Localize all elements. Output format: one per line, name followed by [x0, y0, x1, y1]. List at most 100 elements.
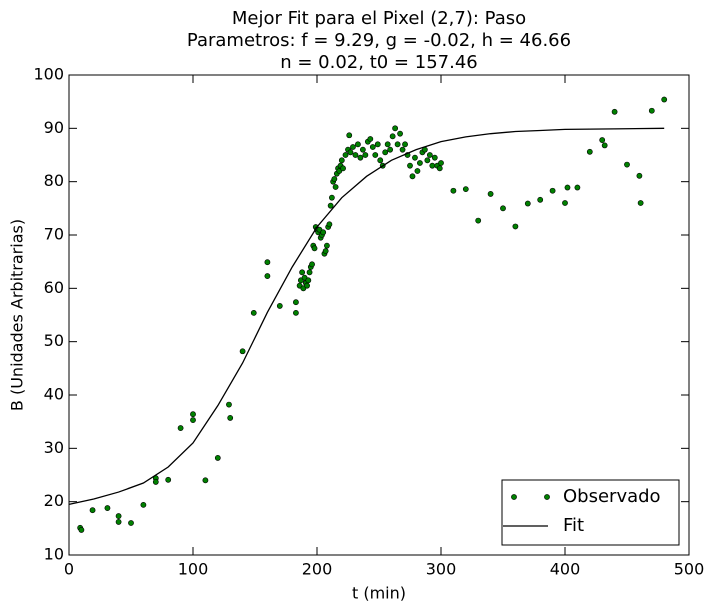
- data-point: [384, 141, 391, 148]
- fit-line: [68, 127, 665, 505]
- y-tick-label: 50: [44, 331, 64, 350]
- data-point: [89, 507, 96, 514]
- data-point: [327, 202, 334, 209]
- data-point: [414, 168, 421, 174]
- data-point: [264, 259, 271, 266]
- x-axis-label: t (min): [352, 584, 406, 603]
- data-point: [305, 277, 312, 284]
- data-point: [104, 505, 111, 511]
- data-point: [431, 154, 438, 161]
- data-point: [382, 149, 389, 156]
- legend-marker: [544, 494, 550, 500]
- data-point: [374, 141, 381, 148]
- data-point: [537, 196, 544, 203]
- data-point: [409, 173, 416, 180]
- data-point: [429, 162, 436, 169]
- data-point: [524, 200, 531, 207]
- data-point: [347, 149, 354, 156]
- data-point: [424, 157, 431, 164]
- data-point: [412, 154, 418, 161]
- data-point: [450, 187, 457, 194]
- data-point: [624, 161, 630, 168]
- data-point: [436, 165, 443, 172]
- data-point: [397, 130, 403, 137]
- chart-title: Mejor Fit para el Pixel (2,7): Paso: [232, 8, 526, 29]
- y-tick-label: 10: [44, 545, 64, 564]
- data-point: [367, 136, 374, 142]
- data-point: [264, 273, 271, 279]
- data-point: [293, 299, 299, 306]
- data-point: [152, 479, 159, 485]
- legend-box: [501, 479, 680, 546]
- data-point: [140, 501, 147, 508]
- data-point: [564, 184, 571, 191]
- data-point: [322, 248, 329, 254]
- data-point: [426, 152, 433, 158]
- data-point: [306, 269, 313, 276]
- data-point: [276, 303, 283, 309]
- data-point: [357, 154, 364, 161]
- data-point: [214, 455, 221, 461]
- data-point: [601, 142, 608, 149]
- legend-label: Observado: [563, 486, 661, 507]
- data-point: [661, 96, 668, 103]
- x-tick-label: 400: [550, 560, 581, 579]
- chart-title: n = 0.02, t0 = 157.46: [280, 52, 477, 73]
- data-point: [115, 519, 122, 525]
- data-point: [377, 157, 384, 164]
- data-point: [352, 152, 359, 158]
- data-point: [190, 417, 196, 423]
- data-point: [359, 146, 366, 153]
- data-point: [311, 245, 318, 252]
- data-point: [500, 205, 506, 212]
- data-point: [487, 191, 494, 197]
- y-axis-label: B (Unidades Arbitrarias): [8, 219, 27, 411]
- data-point: [562, 200, 568, 206]
- legend-marker: [511, 494, 517, 500]
- data-point: [387, 146, 394, 153]
- legend-label: Fit: [563, 515, 584, 536]
- data-point: [332, 184, 339, 190]
- y-tick-label: 100: [33, 65, 64, 84]
- y-tick-label: 30: [44, 438, 64, 457]
- data-point: [407, 162, 413, 169]
- data-point: [586, 148, 593, 155]
- data-point: [128, 520, 134, 526]
- data-point: [239, 348, 246, 355]
- data-point: [611, 108, 618, 115]
- x-tick-label: 200: [302, 560, 333, 579]
- data-point: [202, 477, 209, 484]
- x-tick-label: 300: [426, 560, 457, 579]
- y-tick-label: 80: [44, 171, 64, 190]
- data-point: [299, 269, 306, 276]
- data-point: [331, 176, 338, 182]
- data-point: [362, 152, 369, 158]
- data-point: [389, 133, 396, 140]
- data-point: [549, 187, 556, 194]
- y-tick-label: 40: [44, 385, 64, 404]
- data-point: [165, 476, 172, 483]
- data-point: [394, 141, 401, 148]
- data-point: [250, 309, 257, 316]
- data-point: [369, 144, 376, 150]
- y-tick-label: 60: [44, 278, 64, 297]
- data-point: [177, 425, 184, 431]
- data-point: [320, 229, 327, 236]
- data-point: [355, 141, 361, 148]
- data-point: [340, 165, 346, 172]
- data-point: [599, 137, 606, 143]
- data-point: [512, 223, 519, 230]
- data-point: [350, 144, 356, 150]
- data-point: [402, 141, 408, 148]
- data-point: [648, 107, 655, 114]
- x-tick-label: 500: [674, 560, 705, 579]
- x-tick-label: 0: [64, 560, 74, 579]
- data-point: [324, 242, 330, 249]
- y-tick-label: 20: [44, 491, 64, 510]
- data-point: [342, 152, 349, 158]
- chart-title: Parametros: f = 9.29, g = -0.02, h = 46.…: [187, 30, 571, 51]
- data-point: [346, 132, 353, 139]
- data-point: [372, 152, 379, 158]
- data-point: [78, 527, 85, 533]
